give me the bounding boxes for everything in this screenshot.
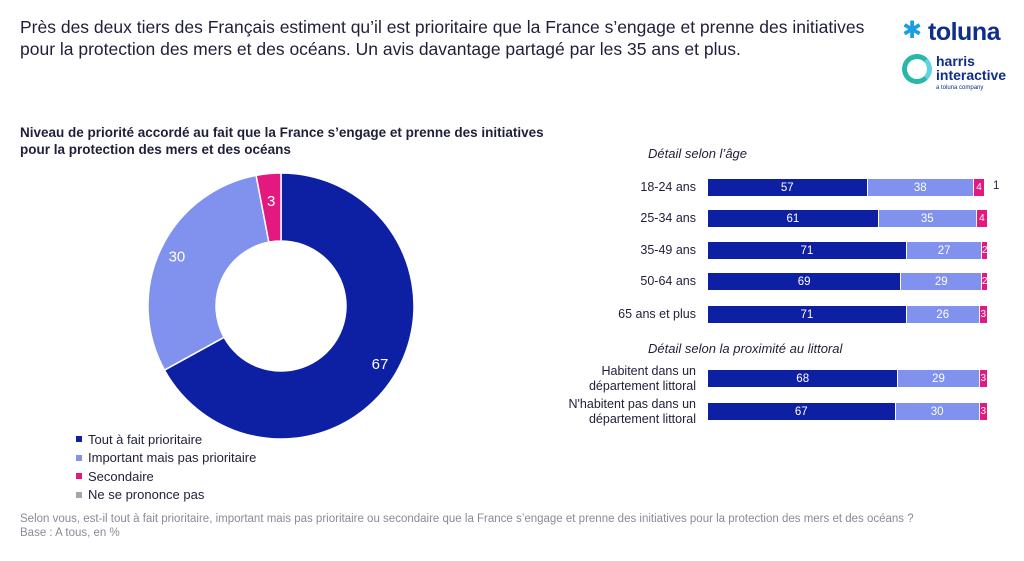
stacked-bar: 68 29 3 [708, 370, 988, 387]
legend-item-nsp: Ne se prononce pas [76, 486, 256, 505]
harris-interactive-logo: harris interactive a toluna company [902, 52, 1017, 94]
bar-category-label: Habitent dans un département littoral [588, 363, 696, 393]
donut-label-2: 3 [267, 193, 275, 210]
stacked-bar: 69 29 2 [708, 273, 988, 290]
bar-group-title-1: Détail selon l’âge [648, 146, 748, 161]
bar-segment: 30 [895, 403, 980, 420]
bar-segment: 3 [979, 306, 988, 323]
bar-segment: 61 [708, 210, 879, 227]
bar-segment: 4 [973, 179, 986, 196]
bar-category-label: 65 ans et plus [618, 307, 696, 321]
donut-label-1: 30 [169, 249, 186, 266]
harris-logo-line2: interactive [936, 67, 1007, 83]
toluna-logo: ✱ toluna [902, 18, 1014, 46]
bar-segment: 27 [906, 242, 983, 259]
donut-slice-2 [255, 172, 282, 244]
legend-item-tout-a-fait: Tout à fait prioritaire [76, 430, 256, 449]
harris-logo-line1: harris [936, 53, 975, 69]
legend-swatch [76, 436, 82, 443]
bar-category-label: N'habitent pas dans un département littor… [568, 396, 696, 426]
stacked-bar: 71 26 3 [708, 306, 988, 323]
bar-group-title-2: Détail selon la proximité au littoral [648, 341, 843, 356]
stacked-bar: 61 35 4 [708, 210, 988, 227]
toluna-star-icon: ✱ [902, 17, 923, 44]
bar-category-label: 35-49 ans [640, 243, 696, 257]
legend-item-important: Important mais pas prioritaire [76, 449, 256, 468]
footer-base: Base : A tous, en % [20, 527, 120, 539]
bar-segment: 71 [708, 242, 907, 259]
donut-slice-1 [147, 174, 270, 372]
legend: Tout à fait prioritaire Important mais p… [76, 430, 256, 504]
stacked-bar: 71 27 2 [708, 242, 988, 259]
stacked-bar: 67 30 3 [708, 403, 988, 420]
bar-segment: 38 [867, 179, 974, 196]
footer: Selon vous, est-il tout à fait prioritai… [20, 512, 980, 540]
headline: Près des deux tiers des Français estimen… [20, 17, 865, 59]
legend-label: Important mais pas prioritaire [88, 450, 257, 466]
harris-logo-tagline: a toluna company [936, 85, 984, 91]
legend-label: Tout à fait prioritaire [88, 431, 203, 447]
bar-segment: 2 [982, 273, 988, 290]
bar-segment: 68 [708, 370, 899, 387]
bar-segment: 67 [708, 403, 896, 420]
bar-segment: 3 [979, 370, 988, 387]
bar-segment: 2 [982, 242, 988, 259]
bar-segment: 4 [976, 210, 988, 227]
bar-category-label: 50-64 ans [640, 274, 696, 288]
legend-item-secondaire: Secondaire [76, 467, 256, 486]
stacked-bar: 57 38 4 [708, 179, 988, 196]
bar-category-label: 18-24 ans [640, 180, 696, 194]
legend-label: Ne se prononce pas [88, 487, 205, 503]
legend-swatch [76, 454, 82, 461]
donut-label-0: 67 [372, 356, 389, 373]
harris-ring-icon [902, 54, 932, 84]
bar-segment: 26 [906, 306, 980, 323]
bar-segment: 69 [708, 273, 902, 290]
footer-question: Selon vous, est-il tout à fait prioritai… [20, 513, 914, 525]
bar-segment: 35 [878, 210, 977, 227]
bar-segment: 29 [898, 370, 980, 387]
bar-outside-label: 1 [993, 180, 1000, 192]
bar-category-label: 25-34 ans [640, 211, 696, 225]
bar-segment: 3 [979, 403, 988, 420]
bar-segment: 57 [708, 179, 868, 196]
donut-slice-0 [163, 172, 415, 440]
legend-swatch [76, 491, 82, 498]
toluna-logo-text: toluna [928, 18, 1001, 46]
legend-swatch [76, 473, 82, 480]
bar-segment: 71 [708, 306, 907, 323]
bar-segment: 29 [901, 273, 983, 290]
legend-label: Secondaire [88, 468, 154, 484]
chart-title: Niveau de priorité accordé au fait que l… [20, 125, 544, 157]
